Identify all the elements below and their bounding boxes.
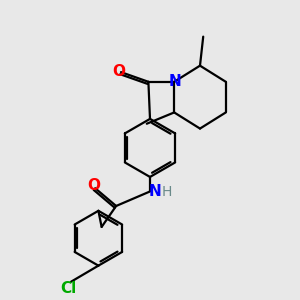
Text: O: O xyxy=(112,64,125,79)
Text: N: N xyxy=(148,184,161,199)
Text: N: N xyxy=(169,74,181,89)
Text: O: O xyxy=(87,178,100,193)
Text: Cl: Cl xyxy=(60,281,76,296)
Text: H: H xyxy=(162,185,172,199)
